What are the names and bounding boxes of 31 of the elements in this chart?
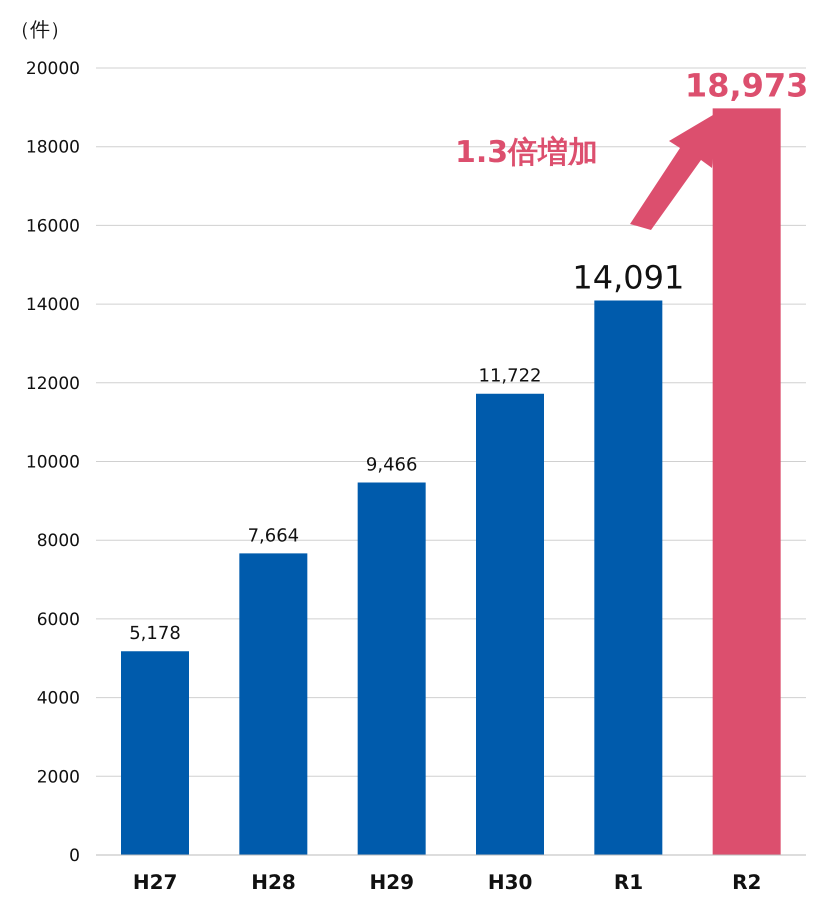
annotation: 1.3倍増加 xyxy=(455,134,598,172)
x-tick-label: H28 xyxy=(251,870,296,894)
y-axis-title: （件） xyxy=(10,16,70,43)
data-label: 18,973 xyxy=(684,66,808,104)
x-tick-label: R2 xyxy=(732,870,762,894)
bar xyxy=(121,651,189,855)
y-tick-label: 14000 xyxy=(26,295,80,316)
bar xyxy=(358,482,426,855)
y-tick-label: 2000 xyxy=(36,767,80,788)
data-label: 5,178 xyxy=(129,623,181,644)
data-label: 11,722 xyxy=(478,366,542,387)
x-tick-label: H27 xyxy=(132,870,178,894)
x-tick-label: R1 xyxy=(614,870,644,894)
y-tick-label: 10000 xyxy=(26,452,80,473)
y-tick-label: 6000 xyxy=(36,610,80,630)
x-tick-label: H30 xyxy=(488,870,532,894)
y-tick-label: 16000 xyxy=(26,216,80,236)
data-label: 7,664 xyxy=(248,525,300,546)
x-tick-label: H29 xyxy=(370,870,414,894)
y-tick-label: 12000 xyxy=(26,374,80,394)
y-tick-label: 8000 xyxy=(36,531,80,552)
bar xyxy=(239,553,308,855)
y-tick-label: 0 xyxy=(69,846,80,866)
y-tick-label: 4000 xyxy=(36,688,80,709)
y-tick-label: 18000 xyxy=(26,138,80,158)
y-tick-label: 20000 xyxy=(26,59,80,80)
bar xyxy=(594,300,662,855)
bar xyxy=(712,108,781,855)
data-label: 9,466 xyxy=(366,454,418,476)
data-label: 14,091 xyxy=(572,258,684,297)
bar xyxy=(476,394,544,855)
